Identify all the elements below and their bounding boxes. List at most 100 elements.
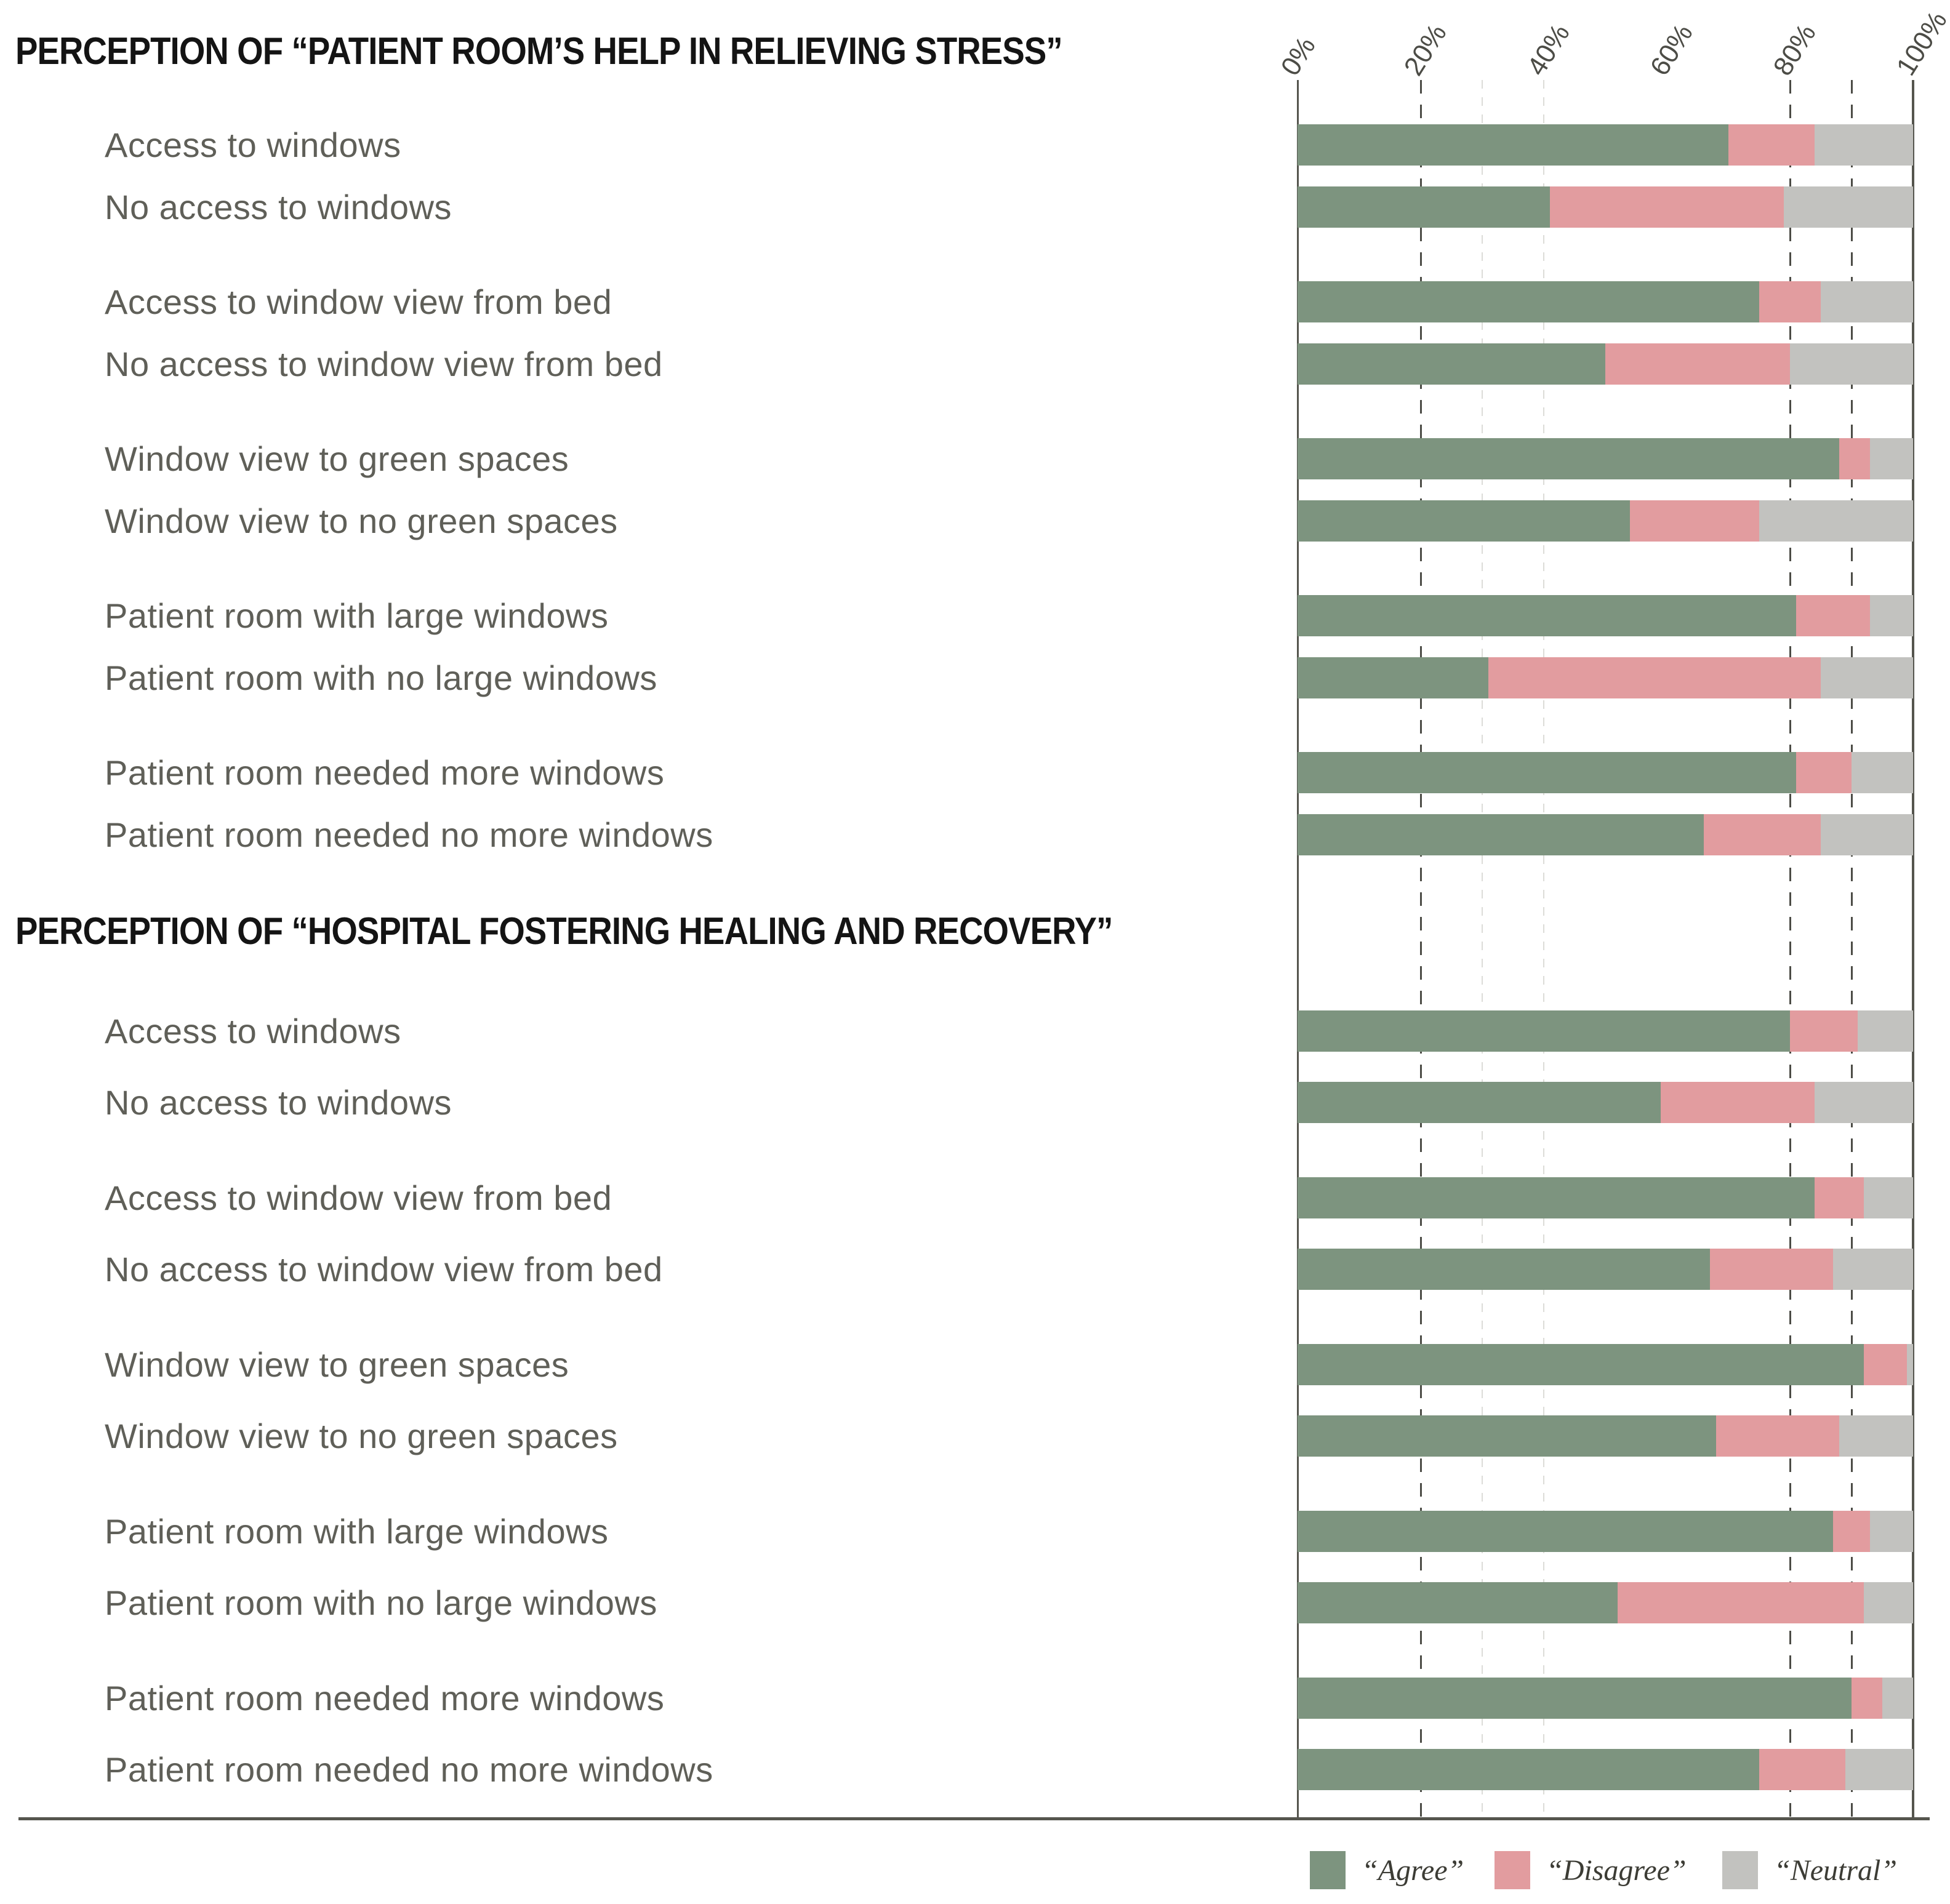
gridline-20pct xyxy=(1420,80,1422,1818)
bar-segment-agree xyxy=(1298,752,1796,793)
gridline-90pct xyxy=(1851,80,1853,1818)
row-label-s1-3: Access to window view from bed xyxy=(105,282,612,321)
row-label-s1-8: Patient room with no large windows xyxy=(105,658,657,697)
bar-row-s2-6 xyxy=(1298,1415,1913,1457)
x-tick-label-100pct: 100% xyxy=(1890,6,1950,81)
bar-segment-disagree xyxy=(1852,1678,1882,1719)
x-tick-label-60pct: 60% xyxy=(1644,18,1699,81)
row-label-s2-6: Window view to no green spaces xyxy=(105,1417,618,1455)
bar-segment-neutral xyxy=(1870,595,1913,636)
bar-segment-neutral xyxy=(1815,1082,1913,1123)
bar-segment-neutral xyxy=(1759,500,1913,542)
legend-item-disagree: “Disagree” xyxy=(1495,1851,1687,1889)
row-label-s2-2: No access to windows xyxy=(105,1083,452,1122)
bar-segment-agree xyxy=(1298,657,1488,698)
bar-segment-agree xyxy=(1298,1082,1661,1123)
section1-title: PERCEPTION OF “PATIENT ROOM’S HELP IN RE… xyxy=(15,30,1063,73)
bar-segment-disagree xyxy=(1796,595,1870,636)
gridline-40pct xyxy=(1543,80,1544,1818)
bar-segment-neutral xyxy=(1858,1010,1913,1052)
gridline-0pct xyxy=(1297,80,1299,1818)
bar-row-s2-7 xyxy=(1298,1511,1913,1552)
bar-segment-disagree xyxy=(1759,1749,1845,1790)
bar-segment-neutral xyxy=(1790,343,1913,385)
row-label-s2-4: No access to window view from bed xyxy=(105,1250,663,1289)
row-label-s2-5: Window view to green spaces xyxy=(105,1345,569,1384)
bar-row-s1-1 xyxy=(1298,124,1913,166)
section2-title: PERCEPTION OF “HOSPITAL FOSTERING HEALIN… xyxy=(15,910,1113,953)
bar-segment-neutral xyxy=(1907,1344,1913,1385)
bar-segment-disagree xyxy=(1815,1177,1864,1218)
bar-segment-disagree xyxy=(1833,1511,1870,1552)
bar-row-s2-2 xyxy=(1298,1082,1913,1123)
bar-segment-agree xyxy=(1298,1415,1716,1457)
row-label-s1-9: Patient room needed more windows xyxy=(105,753,665,792)
bar-row-s2-1 xyxy=(1298,1010,1913,1052)
row-label-s2-8: Patient room with no large windows xyxy=(105,1583,657,1622)
legend-label: “Neutral” xyxy=(1774,1854,1898,1887)
row-label-s2-7: Patient room with large windows xyxy=(105,1512,609,1551)
legend-swatch xyxy=(1495,1851,1530,1889)
bar-segment-agree xyxy=(1298,1010,1790,1052)
bar-segment-agree xyxy=(1298,500,1630,542)
bar-row-s1-7 xyxy=(1298,595,1913,636)
legend-swatch xyxy=(1310,1851,1346,1889)
bar-segment-agree xyxy=(1298,438,1839,479)
bar-row-s2-4 xyxy=(1298,1249,1913,1290)
bar-segment-neutral xyxy=(1821,657,1913,698)
bar-row-s1-4 xyxy=(1298,343,1913,385)
bar-segment-neutral xyxy=(1821,281,1913,322)
bar-segment-disagree xyxy=(1704,814,1821,855)
gridline-30pct xyxy=(1482,80,1483,1818)
row-label-s1-10: Patient room needed no more windows xyxy=(105,815,713,854)
row-label-s2-10: Patient room needed no more windows xyxy=(105,1750,713,1789)
bar-segment-agree xyxy=(1298,1344,1864,1385)
row-label-s1-4: No access to window view from bed xyxy=(105,345,663,383)
row-label-s1-6: Window view to no green spaces xyxy=(105,502,618,540)
bar-segment-disagree xyxy=(1661,1082,1815,1123)
bar-segment-agree xyxy=(1298,595,1796,636)
bar-row-s2-5 xyxy=(1298,1344,1913,1385)
bar-segment-neutral xyxy=(1845,1749,1913,1790)
bar-segment-agree xyxy=(1298,1511,1833,1552)
row-label-s2-1: Access to windows xyxy=(105,1012,401,1050)
x-tick-label-40pct: 40% xyxy=(1521,18,1576,81)
bar-segment-neutral xyxy=(1870,1511,1913,1552)
bar-segment-neutral xyxy=(1870,438,1913,479)
bar-row-s2-8 xyxy=(1298,1582,1913,1623)
bar-row-s1-6 xyxy=(1298,500,1913,542)
bar-segment-neutral xyxy=(1784,186,1913,228)
gridline-80pct xyxy=(1789,80,1791,1818)
bar-row-s1-8 xyxy=(1298,657,1913,698)
bar-segment-disagree xyxy=(1605,343,1790,385)
bar-segment-disagree xyxy=(1839,438,1870,479)
bar-segment-agree xyxy=(1298,1249,1710,1290)
legend-swatch xyxy=(1722,1851,1758,1889)
bar-row-s1-2 xyxy=(1298,186,1913,228)
x-axis-line xyxy=(18,1817,1930,1820)
bar-segment-disagree xyxy=(1796,752,1852,793)
bar-segment-neutral xyxy=(1821,814,1913,855)
bar-row-s2-9 xyxy=(1298,1678,1913,1719)
bar-segment-agree xyxy=(1298,124,1728,166)
bar-segment-agree xyxy=(1298,1678,1852,1719)
bar-row-s1-3 xyxy=(1298,281,1913,322)
legend-label: “Agree” xyxy=(1362,1854,1464,1887)
x-tick-label-20pct: 20% xyxy=(1398,18,1453,81)
bar-segment-agree xyxy=(1298,343,1605,385)
bar-segment-neutral xyxy=(1864,1177,1913,1218)
bar-segment-neutral xyxy=(1852,752,1913,793)
bar-segment-disagree xyxy=(1710,1249,1833,1290)
legend-label: “Disagree” xyxy=(1546,1854,1687,1887)
bar-segment-disagree xyxy=(1728,124,1815,166)
bar-segment-disagree xyxy=(1550,186,1784,228)
x-tick-label-80pct: 80% xyxy=(1767,18,1822,81)
row-label-s2-3: Access to window view from bed xyxy=(105,1178,612,1217)
row-label-s1-7: Patient room with large windows xyxy=(105,596,609,635)
bar-segment-agree xyxy=(1298,814,1704,855)
bar-segment-disagree xyxy=(1630,500,1759,542)
legend-item-neutral: “Neutral” xyxy=(1722,1851,1897,1889)
bar-segment-neutral xyxy=(1839,1415,1913,1457)
bar-segment-agree xyxy=(1298,1582,1618,1623)
